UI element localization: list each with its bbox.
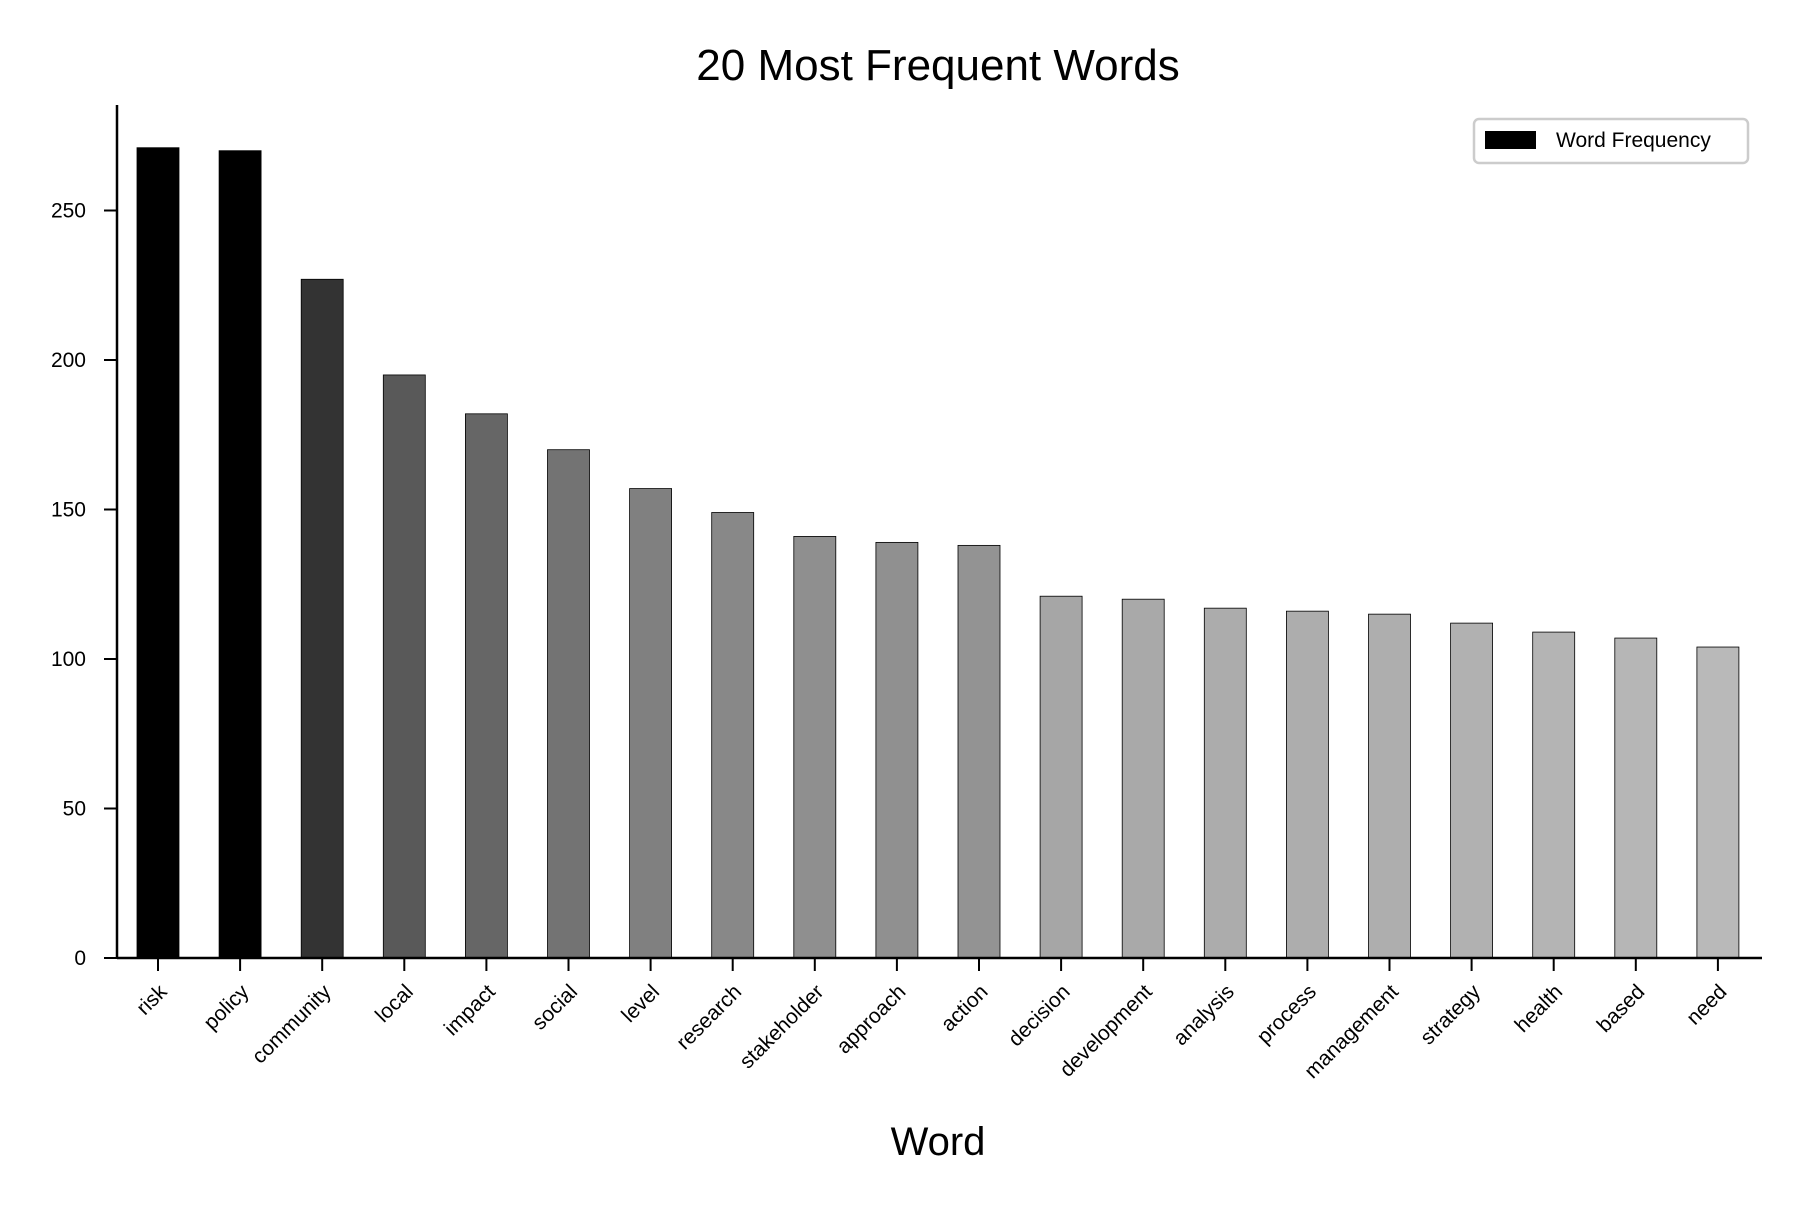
y-tick-label: 150 bbox=[51, 499, 86, 522]
x-tick-label: health bbox=[1511, 980, 1568, 1037]
y-tick-label: 250 bbox=[51, 200, 86, 223]
bar-management bbox=[1368, 613, 1411, 959]
y-tick-label: 0 bbox=[74, 947, 86, 970]
y-tick-label: 50 bbox=[63, 798, 86, 821]
x-tick-label: policy bbox=[199, 980, 254, 1035]
legend-label: Word Frequency bbox=[1556, 129, 1711, 152]
x-tick-label: action bbox=[937, 980, 993, 1036]
x-tick-label: community bbox=[248, 980, 336, 1068]
bar-strategy bbox=[1450, 622, 1493, 959]
legend-swatch bbox=[1485, 131, 1536, 149]
bar-health bbox=[1532, 631, 1576, 959]
x-tick-label: process bbox=[1253, 980, 1321, 1048]
bar-policy bbox=[218, 150, 262, 959]
bar-community bbox=[300, 278, 344, 959]
bar-based bbox=[1614, 637, 1658, 959]
bar-level bbox=[629, 488, 672, 959]
bar-stakeholder bbox=[793, 536, 837, 959]
chart-title: 20 Most Frequent Words bbox=[696, 41, 1179, 90]
x-tick-label: approach bbox=[832, 980, 910, 1058]
bar-research bbox=[711, 512, 755, 959]
x-tick-label: risk bbox=[132, 980, 172, 1020]
bar-action bbox=[957, 544, 1001, 959]
x-tick-label: strategy bbox=[1416, 980, 1485, 1049]
x-axis-label: Word bbox=[891, 1120, 986, 1164]
x-tick-label: stakeholder bbox=[735, 980, 828, 1073]
bar-development bbox=[1121, 598, 1165, 959]
bars-group bbox=[136, 147, 1740, 959]
x-tick-label: analysis bbox=[1169, 980, 1239, 1050]
bar-impact bbox=[464, 413, 508, 959]
legend-frame bbox=[1472, 117, 1750, 165]
x-tick-label: level bbox=[617, 980, 664, 1027]
x-tick-label: decision bbox=[1004, 980, 1075, 1051]
bar-process bbox=[1286, 610, 1329, 959]
bar-local bbox=[382, 374, 426, 959]
x-tick-label: impact bbox=[440, 980, 500, 1040]
x-tick-label: local bbox=[371, 980, 418, 1027]
x-tick-label: need bbox=[1682, 980, 1731, 1029]
bar-analysis bbox=[1203, 607, 1247, 959]
bar-risk bbox=[136, 147, 180, 959]
y-tick-label: 200 bbox=[51, 349, 86, 372]
y-axis: 0 50 100 150 200 250 bbox=[51, 105, 119, 970]
x-tick-label: social bbox=[528, 980, 582, 1034]
x-tick-label: research bbox=[672, 980, 746, 1054]
bar-decision bbox=[1039, 595, 1083, 959]
legend: Word Frequency bbox=[1472, 117, 1750, 165]
x-tick-label: based bbox=[1593, 980, 1650, 1037]
bar-approach bbox=[875, 541, 919, 959]
bar-need bbox=[1696, 646, 1740, 959]
y-tick-label: 100 bbox=[51, 648, 86, 671]
bar-social bbox=[547, 449, 590, 959]
